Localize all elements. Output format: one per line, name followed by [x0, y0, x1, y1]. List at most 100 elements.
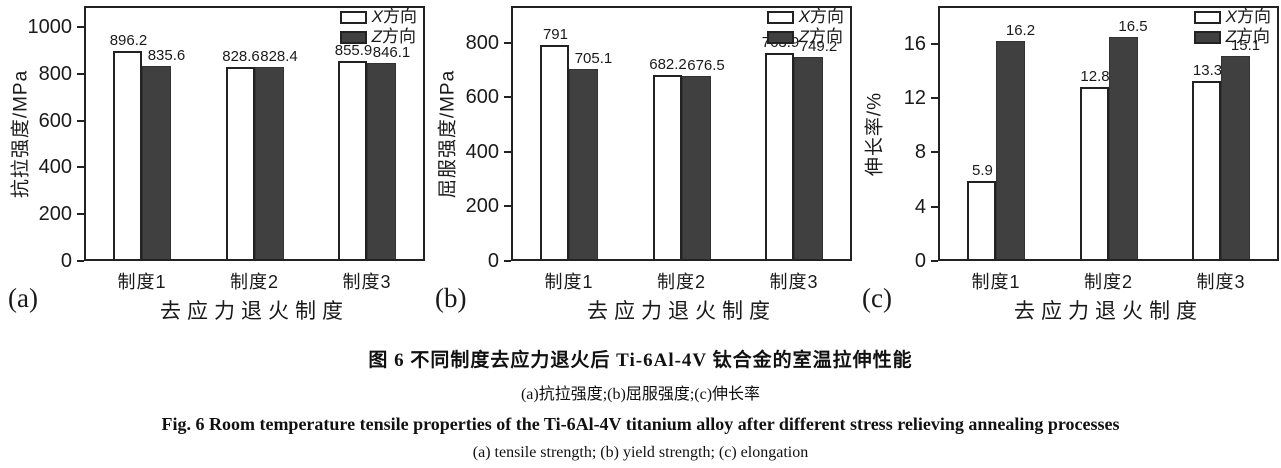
y-tick-label-b: 400: [465, 140, 499, 163]
y-tick-label-a: 0: [60, 250, 72, 272]
legend-label-z-direction: Z方向: [798, 27, 844, 46]
legend-c: X方向 Z方向: [1193, 7, 1271, 48]
z-direction-swatch-icon: [1193, 30, 1221, 44]
plot-area-c: 5.9 16.2 12.8 16.5 13.3 15.1: [938, 6, 1279, 261]
y-tick-mark-a: [77, 260, 84, 262]
category-label-a-3: 制度3: [342, 272, 392, 292]
bar-z-direction-c-group3: [1221, 56, 1251, 261]
value-label-x-c-group1: 5.9: [972, 162, 993, 179]
bar-x-direction-b-group3: [765, 53, 795, 261]
y-tick-label-a: 800: [38, 62, 72, 85]
bar-z-direction-c-group1: [995, 41, 1025, 261]
panel-label-b: (b): [435, 283, 467, 313]
y-tick-mark-b: [504, 205, 511, 208]
legend-label-x-direction: X方向: [798, 7, 844, 26]
y-tick-label-b: 200: [465, 195, 499, 218]
y-tick-mark-c: [931, 205, 938, 208]
category-label-a-2: 制度2: [229, 272, 280, 292]
legend-b: X方向 Z方向: [766, 7, 844, 48]
figure-caption: 图 6 不同制度去应力退火后 Ti-6Al-4V 钛合金的室温拉伸性能 (a)抗…: [0, 330, 1281, 462]
bar-z-direction-c-group2: [1108, 37, 1138, 261]
bar-z-direction-a-group1: [141, 66, 171, 261]
value-label-x-c-group2: 12.8: [1080, 68, 1110, 85]
legend-item-x-direction-c: X方向: [1193, 7, 1271, 26]
y-tick-mark-a: [77, 213, 84, 216]
y-tick-mark-b: [504, 96, 511, 99]
y-tick-mark-c: [931, 260, 938, 262]
value-label-z-a-group2: 828.4: [260, 48, 298, 65]
chart-panel-b: 屈服强度/MPa 0 200 400 600 800 791 705.1 682.2 676.5 7…: [427, 0, 854, 330]
legend-item-z-direction-c: Z方向: [1193, 27, 1271, 46]
caption-english-subtitle: (a) tensile strength; (b) yield strength…: [472, 444, 809, 461]
z-direction-swatch-icon: [339, 30, 367, 44]
y-tick-label-c: 0: [914, 250, 926, 272]
legend-item-x-direction-b: X方向: [766, 7, 844, 26]
legend-label-x-direction: X方向: [1225, 7, 1271, 26]
y-tick-mark-b: [504, 260, 511, 262]
legend-item-z-direction-b: Z方向: [766, 27, 844, 46]
bar-z-direction-b-group3: [794, 57, 824, 261]
value-label-x-a-group1: 896.2: [109, 32, 148, 49]
chart-panel-a: 抗拉强度/MPa 0 200 400 600 800 1000 896.2 835.6 828.6…: [0, 0, 427, 330]
legend-label-z-direction: Z方向: [1225, 27, 1271, 46]
value-label-z-b-group3: 749.2: [799, 38, 838, 55]
value-label-z-c-group1: 16.2: [1005, 22, 1036, 39]
bar-x-direction-c-group1: [966, 181, 996, 261]
x-axis-title-c: 去应力退火制度: [1014, 300, 1203, 323]
caption-chinese-subtitle: (a)抗拉强度;(b)屈服强度;(c)伸长率: [520, 386, 761, 403]
bar-z-direction-a-group3: [367, 63, 397, 261]
legend-a: X方向 Z方向: [339, 7, 417, 48]
y-tick-label-a: 600: [38, 109, 72, 132]
legend-label-x-direction: X方向: [371, 7, 417, 26]
y-tick-label-b: 600: [465, 86, 499, 109]
caption-english-title: Fig. 6 Room temperature tensile properti…: [161, 414, 1120, 434]
y-tick-mark-b: [504, 150, 511, 153]
value-label-z-b-group2: 676.5: [687, 57, 725, 74]
y-tick-label-c: 4: [914, 195, 926, 218]
legend-item-z-direction-a: Z方向: [339, 27, 417, 46]
bar-z-direction-b-group1: [568, 69, 598, 261]
x-direction-swatch-icon: [1193, 10, 1221, 24]
charts-row: 抗拉强度/MPa 0 200 400 600 800 1000 896.2 835.6 828.6…: [0, 0, 1281, 330]
bar-x-direction-c-group3: [1192, 81, 1222, 261]
bar-x-direction-a-group3: [338, 61, 368, 261]
y-tick-label-c: 8: [914, 141, 926, 164]
y-tick-mark-c: [931, 97, 938, 100]
x-axis-title-a: 去应力退火制度: [160, 300, 349, 323]
value-label-z-a-group1: 835.6: [147, 47, 186, 64]
z-direction-swatch-icon: [766, 30, 794, 44]
category-label-c-1: 制度1: [971, 272, 1021, 292]
category-label-a-1: 制度1: [117, 272, 167, 292]
bar-x-direction-a-group2: [225, 67, 255, 261]
y-tick-mark-a: [77, 72, 84, 75]
y-axis-title-a: 抗拉强度/MPa: [10, 69, 32, 198]
y-tick-mark-a: [77, 119, 84, 122]
y-tick-label-a: 1000: [27, 16, 73, 39]
y-tick-mark-a: [77, 26, 84, 29]
category-label-b-2: 制度2: [656, 272, 707, 292]
value-label-x-c-group3: 13.3: [1192, 62, 1223, 79]
legend-label-z-direction: Z方向: [371, 27, 417, 46]
value-label-z-c-group3: 15.1: [1230, 37, 1261, 54]
legend-item-x-direction-a: X方向: [339, 7, 417, 26]
x-direction-swatch-icon: [766, 10, 794, 24]
y-tick-label-c: 12: [903, 87, 926, 110]
y-tick-mark-c: [931, 151, 938, 154]
y-tick-mark-b: [504, 41, 511, 44]
panel-label-a: (a): [8, 283, 38, 313]
y-tick-mark-a: [77, 166, 84, 169]
bar-x-direction-a-group1: [112, 51, 142, 261]
y-tick-label-a: 200: [38, 203, 72, 226]
bar-x-direction-c-group2: [1079, 87, 1109, 261]
y-tick-label-b: 0: [487, 250, 499, 272]
bar-z-direction-b-group2: [681, 76, 711, 261]
bar-x-direction-b-group2: [652, 75, 682, 261]
y-tick-mark-c: [931, 42, 938, 45]
chart-panel-c: 伸长率/% 0 4 8 12 16 5.9 16.2 12.8 16.5 13.3 15.1 制度1 制度…: [854, 0, 1281, 330]
category-label-b-3: 制度3: [769, 272, 819, 292]
caption-chinese-title: 图 6 不同制度去应力退火后 Ti-6Al-4V 钛合金的室温拉伸性能: [368, 350, 913, 371]
y-tick-label-b: 800: [465, 31, 499, 54]
plot-area-a: 896.2 835.6 828.6 828.4 855.9 846.1: [84, 6, 425, 261]
